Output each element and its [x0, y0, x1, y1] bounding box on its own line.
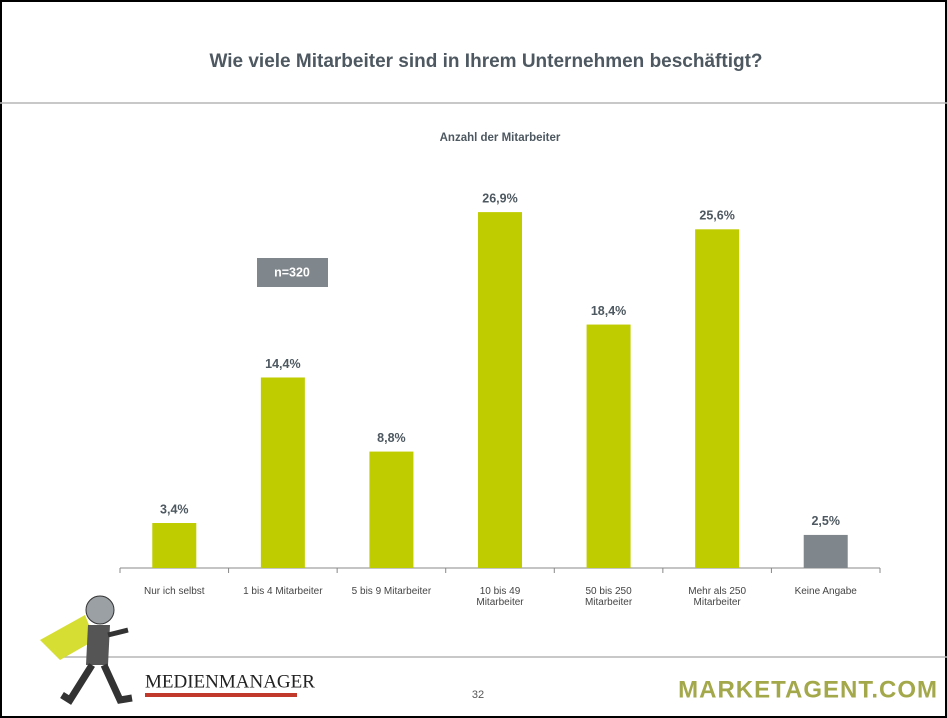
x-tick-label: 5 bis 9 Mitarbeiter: [337, 586, 445, 597]
value-label: 8,8%: [377, 431, 406, 445]
bar: [804, 535, 848, 568]
x-tick-label: Keine Angabe: [772, 586, 880, 597]
bar: [261, 377, 305, 568]
sample-size: n=320: [274, 265, 310, 279]
bar: [152, 523, 196, 568]
logo-bar: [145, 693, 297, 697]
right-logo: MARKETAGENT.COM: [678, 676, 938, 703]
value-label: 26,9%: [482, 191, 517, 205]
value-label: 3,4%: [160, 502, 189, 516]
chart-title: Wie viele Mitarbeiter sind in Ihrem Unte…: [209, 51, 762, 72]
value-label: 18,4%: [591, 304, 626, 318]
bar: [369, 452, 413, 568]
x-tick-label: 10 bis 49 Mitarbeiter: [446, 586, 554, 608]
x-tick-label: 1 bis 4 Mitarbeiter: [229, 586, 337, 597]
bar: [587, 325, 631, 568]
x-tick-label: Mehr als 250 Mitarbeiter: [663, 586, 771, 608]
chart-subtitle: Anzahl der Mitarbeiter: [440, 132, 561, 144]
value-label: 14,4%: [265, 357, 300, 371]
x-tick-label: Nur ich selbst: [120, 586, 228, 597]
slide-border: [1, 1, 946, 717]
bar: [478, 212, 522, 568]
page-number: 32: [472, 689, 484, 701]
bar: [695, 229, 739, 568]
slide: Wie viele Mitarbeiter sind in Ihrem Unte…: [0, 0, 947, 718]
left-logo: MEDIENMANAGER: [145, 671, 315, 692]
value-label: 25,6%: [699, 209, 734, 223]
mascot: [40, 596, 132, 700]
value-label: 2,5%: [811, 514, 840, 528]
x-tick-label: 50 bis 250 Mitarbeiter: [555, 586, 663, 608]
chart: Wie viele Mitarbeiter sind in Ihrem Unte…: [0, 0, 947, 718]
